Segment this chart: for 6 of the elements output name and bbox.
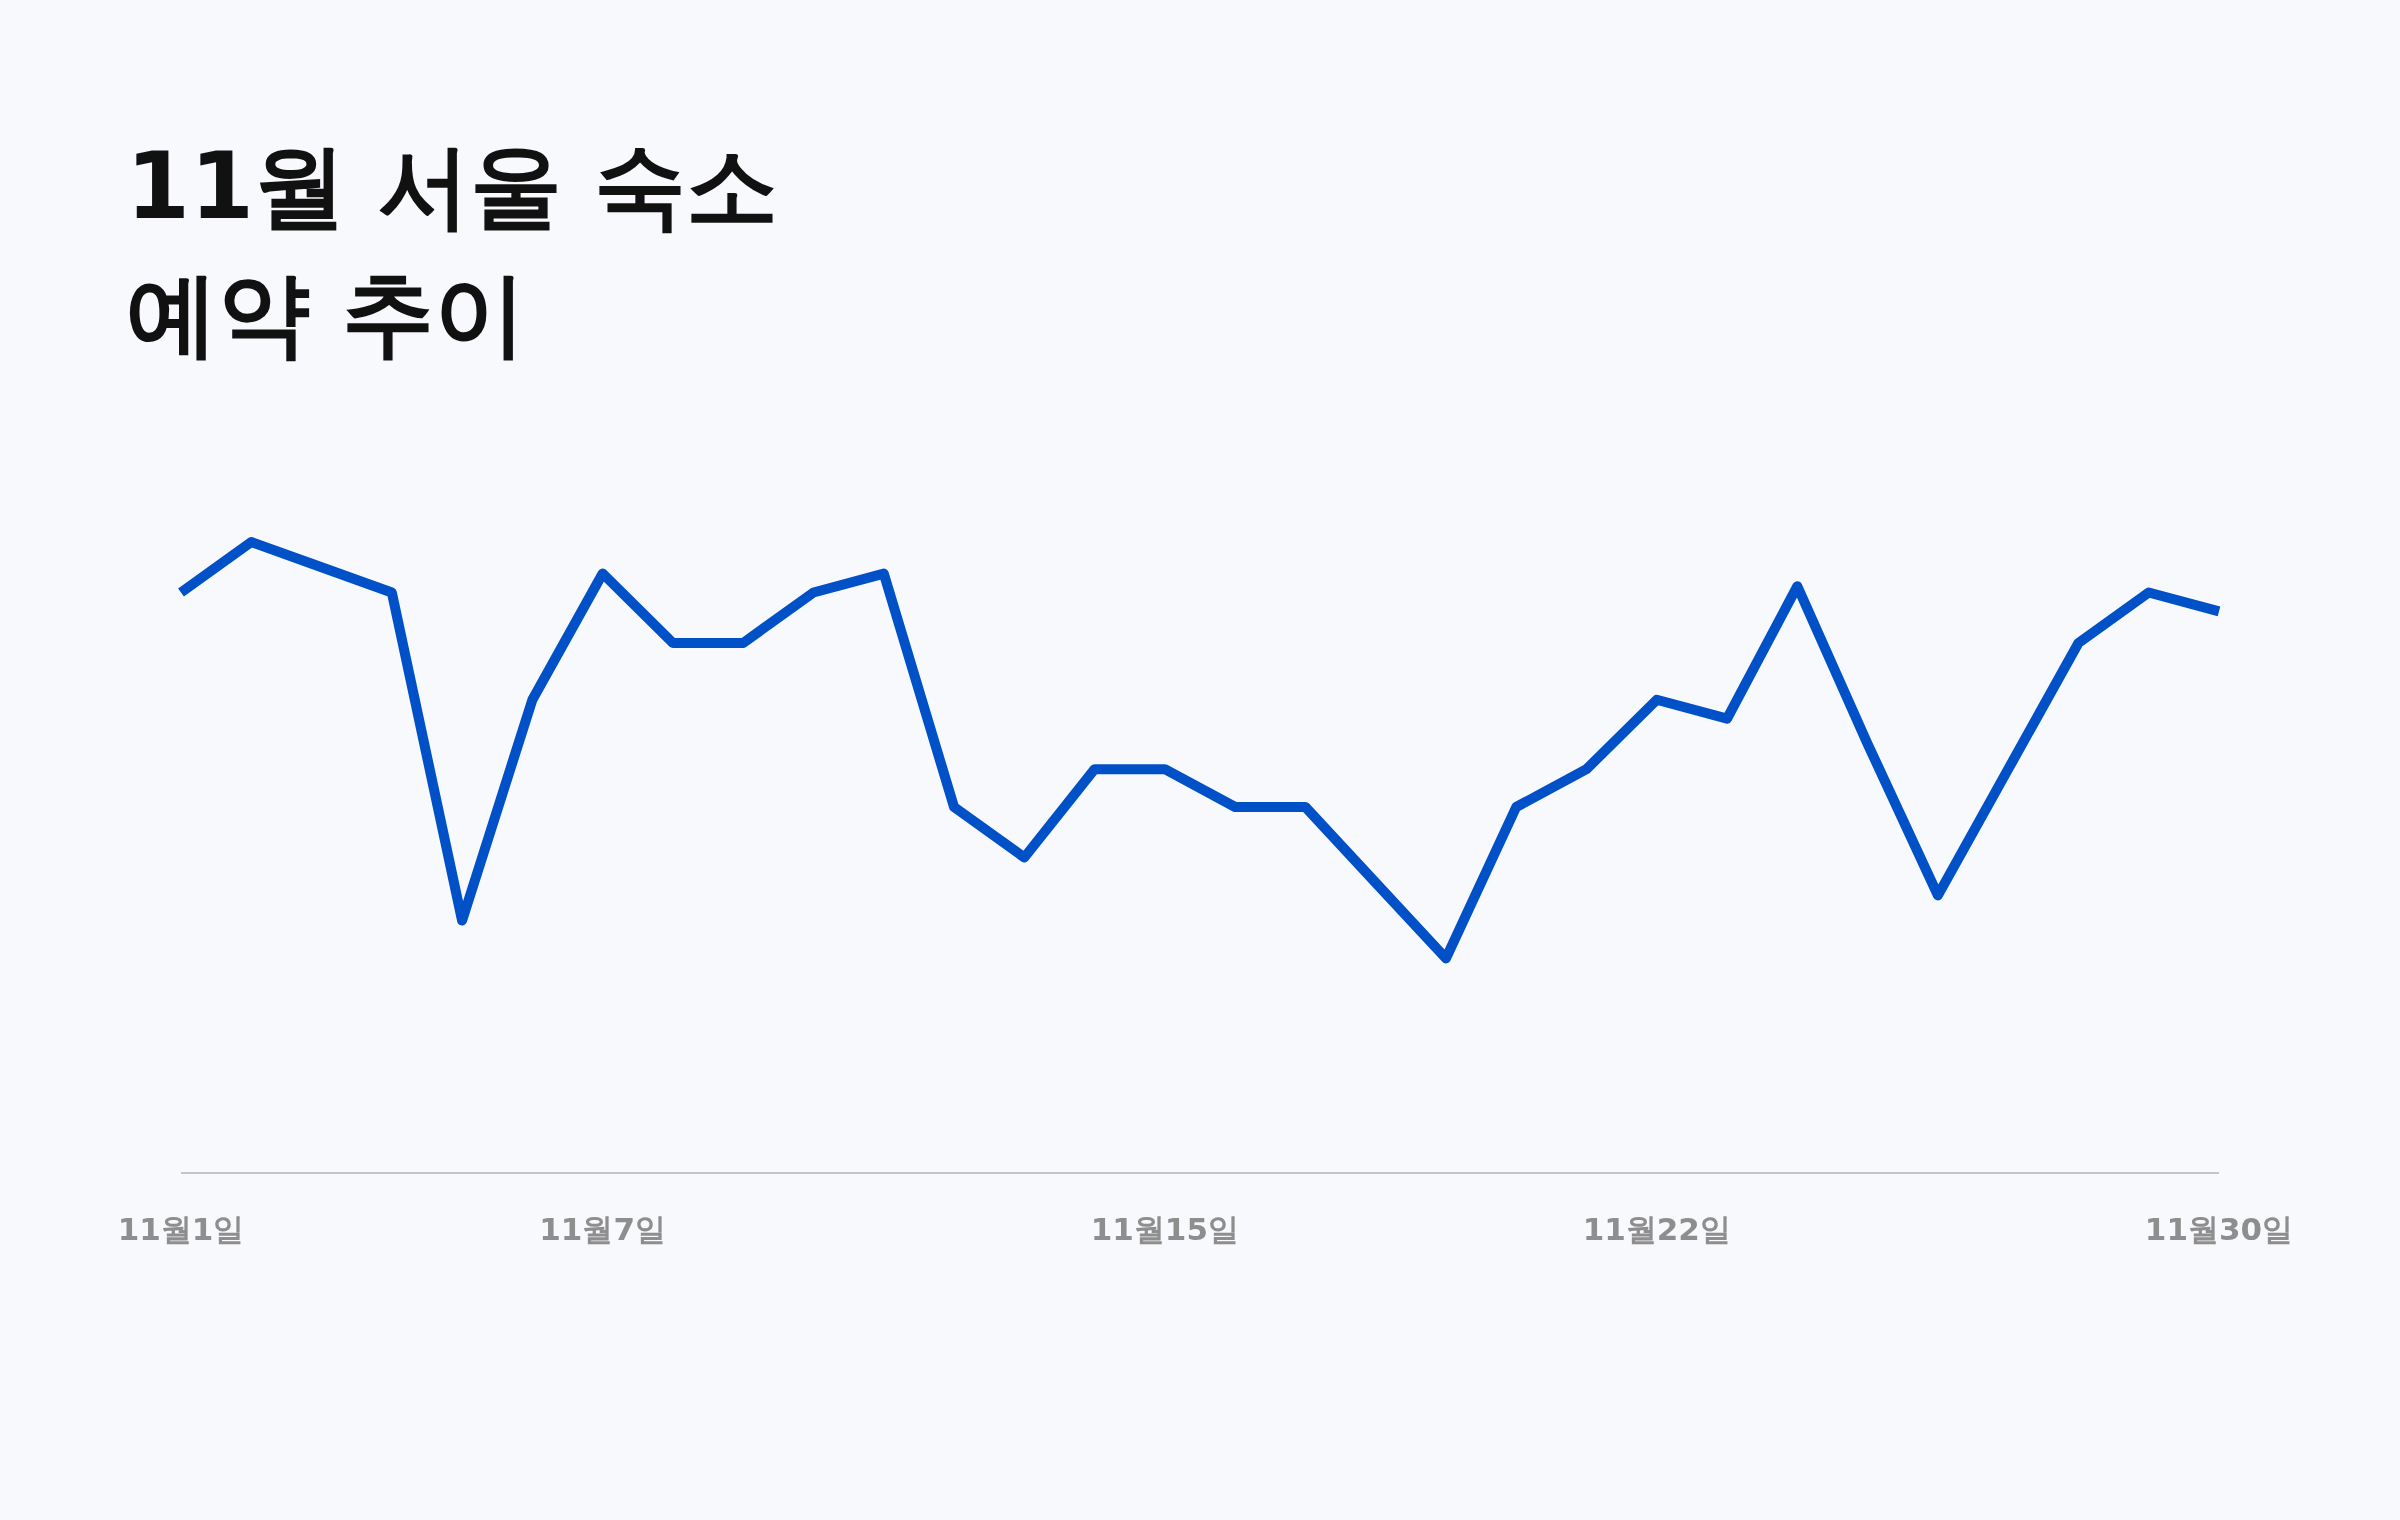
x-tick-label: 11월15일 bbox=[1090, 1211, 1239, 1247]
x-tick-label: 11월30일 bbox=[2144, 1211, 2294, 1247]
x-tick-label: 11월7일 bbox=[539, 1211, 667, 1247]
x-tick-label: 11월22일 bbox=[1582, 1211, 1731, 1247]
x-tick-label: 11월1일 bbox=[117, 1211, 245, 1247]
chart-title: 11월 서울 숙소 예약 추이 bbox=[126, 133, 779, 368]
